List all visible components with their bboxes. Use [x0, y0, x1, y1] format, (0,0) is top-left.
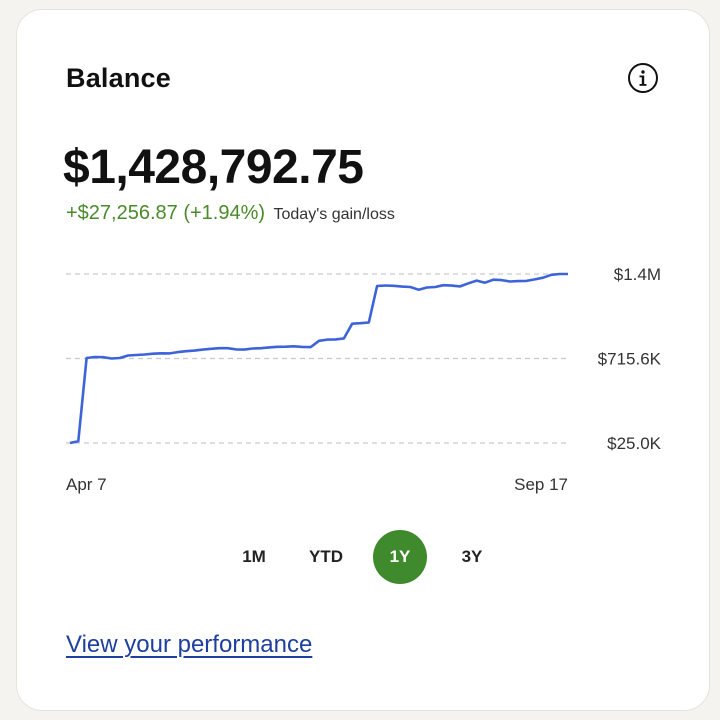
- gain-loss-value: +$27,256.87 (+1.94%): [66, 202, 266, 224]
- y-axis-ticks: $1.4M $715.6K $25.0K: [598, 265, 662, 453]
- period-button-3y[interactable]: 3Y: [461, 547, 483, 566]
- x-tick-label-end: Sep 17: [514, 475, 568, 494]
- period-button-ytd[interactable]: YTD: [309, 547, 343, 566]
- gain-loss-row: +$27,256.87 (+1.94%) Today's gain/loss: [66, 200, 395, 228]
- info-circle-icon[interactable]: [627, 62, 659, 94]
- x-tick-label-start: Apr 7: [66, 475, 107, 494]
- series-layer: [69, 272, 568, 445]
- y-tick-label: $715.6K: [598, 350, 662, 369]
- balance-amount: $1,428,792.75: [63, 141, 364, 194]
- period-button-1m[interactable]: 1M: [242, 547, 266, 566]
- y-tick-label: $25.0K: [607, 434, 662, 453]
- view-performance-link[interactable]: View your performance: [66, 631, 313, 658]
- card-title: Balance: [66, 63, 171, 93]
- y-tick-label: $1.4M: [614, 265, 661, 284]
- balance-card: Balance $1,428,792.75 +$27,256.87 (+1.94…: [16, 9, 710, 711]
- gain-loss-label: Today's gain/loss: [273, 206, 395, 223]
- balance-line-chart: $1.4M $715.6K $25.0K Apr 7 Sep 17: [66, 265, 662, 494]
- balance-series-line: [69, 272, 568, 445]
- chart-grid: [66, 273, 568, 444]
- period-button-1y[interactable]: 1Y: [373, 530, 427, 584]
